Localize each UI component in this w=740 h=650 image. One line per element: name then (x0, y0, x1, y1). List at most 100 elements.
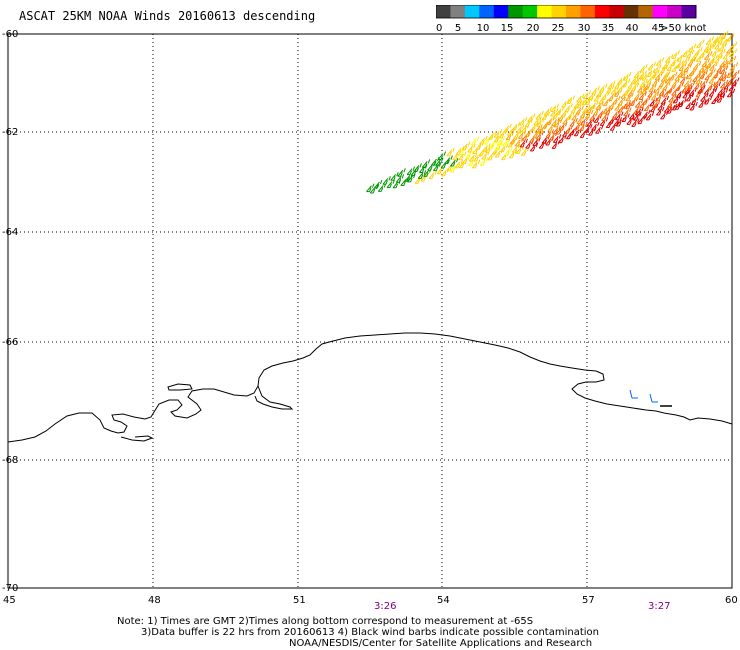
wind-barb (649, 393, 658, 403)
wind-barb (689, 52, 699, 62)
wind-barb (664, 74, 674, 84)
wind-barb (605, 105, 614, 115)
wind-barb (716, 63, 725, 73)
wind-barb (704, 71, 713, 81)
wind-barb (728, 48, 738, 58)
wind-barb (481, 150, 490, 160)
wind-barb (538, 125, 547, 134)
wind-barb (440, 159, 449, 169)
wind-barb (705, 36, 715, 45)
wind-barb (513, 129, 522, 139)
wind-barb (517, 130, 527, 139)
wind-barb (534, 124, 543, 134)
wind-barb (551, 140, 561, 149)
wind-barb (726, 44, 735, 54)
wind-barb (579, 109, 589, 118)
wind-barb (511, 121, 521, 131)
wind-barb (446, 147, 455, 157)
wind-barb (444, 155, 453, 165)
wind-barb (561, 99, 570, 108)
wind-barb (668, 93, 677, 103)
wind-barb (465, 150, 474, 159)
coastline (7, 332, 733, 443)
wind-barb (656, 106, 665, 116)
wind-barb (473, 152, 482, 162)
wind-barb (413, 163, 422, 172)
wind-barb (392, 179, 401, 189)
wind-barb (535, 130, 545, 140)
latitude-tick: -66 (2, 337, 18, 348)
wind-barb (519, 138, 528, 148)
wind-barb (677, 68, 686, 78)
wind-barb (599, 83, 608, 93)
wind-barb (712, 81, 721, 91)
wind-barb (467, 143, 476, 153)
wind-barb (719, 88, 729, 98)
wind-barb (598, 95, 607, 105)
legend-label: 15 (501, 23, 514, 34)
wind-barb (662, 81, 671, 91)
wind-barb (554, 118, 563, 128)
wind-barb (714, 54, 723, 64)
wind-barb (713, 69, 722, 79)
wind-barb (541, 135, 550, 144)
legend-swatch (580, 5, 596, 18)
wind-barb (390, 172, 399, 181)
wind-barb (569, 126, 578, 136)
wind-barb (664, 54, 674, 63)
wind-barb (642, 81, 652, 91)
wind-barb (689, 101, 698, 111)
longitude-tick: 48 (148, 595, 161, 606)
wind-barb (685, 92, 695, 102)
wind-barb (719, 79, 729, 89)
wind-barb (556, 125, 565, 135)
wind-barb (712, 34, 722, 44)
wind-barb (637, 115, 646, 125)
wind-barb (558, 134, 567, 144)
wind-barb (527, 113, 536, 123)
wind-barb (727, 55, 737, 65)
wind-barb (731, 77, 740, 87)
wind-barb (542, 119, 551, 129)
wind-barb (576, 93, 585, 103)
legend-swatch (638, 5, 654, 18)
wind-barb (560, 108, 570, 118)
latitude-tick: -70 (2, 583, 18, 594)
wind-barb (449, 163, 459, 173)
wind-barb (676, 52, 686, 62)
wind-barb (695, 69, 705, 78)
wind-barb (685, 100, 694, 110)
footnote-line-2: 3)Data buffer is 22 hrs from 20160613 4)… (141, 627, 599, 638)
wind-barb (432, 162, 442, 172)
wind-barb (485, 144, 494, 154)
wind-barb (525, 139, 534, 149)
wind-barb (427, 162, 436, 171)
wind-barb (720, 30, 729, 40)
wind-barb (719, 58, 728, 68)
wind-barb (606, 84, 615, 94)
wind-barb (682, 89, 691, 99)
wind-barb (713, 92, 723, 101)
wind-barb (608, 92, 617, 101)
wind-barb (694, 46, 703, 56)
wind-barb (688, 87, 698, 97)
wind-barb (414, 175, 423, 184)
wind-barb (535, 110, 544, 120)
island-1 (167, 383, 193, 391)
wind-barb (694, 80, 703, 90)
wind-barb (629, 389, 638, 399)
wind-barb (654, 71, 664, 81)
wind-barb (661, 60, 671, 70)
wind-barb (605, 119, 615, 129)
wind-barb (638, 70, 648, 80)
wind-barb (587, 91, 597, 101)
wind-barb (538, 139, 548, 149)
wind-barb (626, 116, 635, 125)
wind-barb (610, 85, 620, 95)
wind-barb (629, 97, 639, 106)
wind-barb (608, 100, 618, 109)
wind-barb (377, 183, 387, 192)
wind-barb (625, 92, 634, 102)
antarctic-coastline (7, 332, 733, 443)
wind-barb (649, 97, 658, 107)
